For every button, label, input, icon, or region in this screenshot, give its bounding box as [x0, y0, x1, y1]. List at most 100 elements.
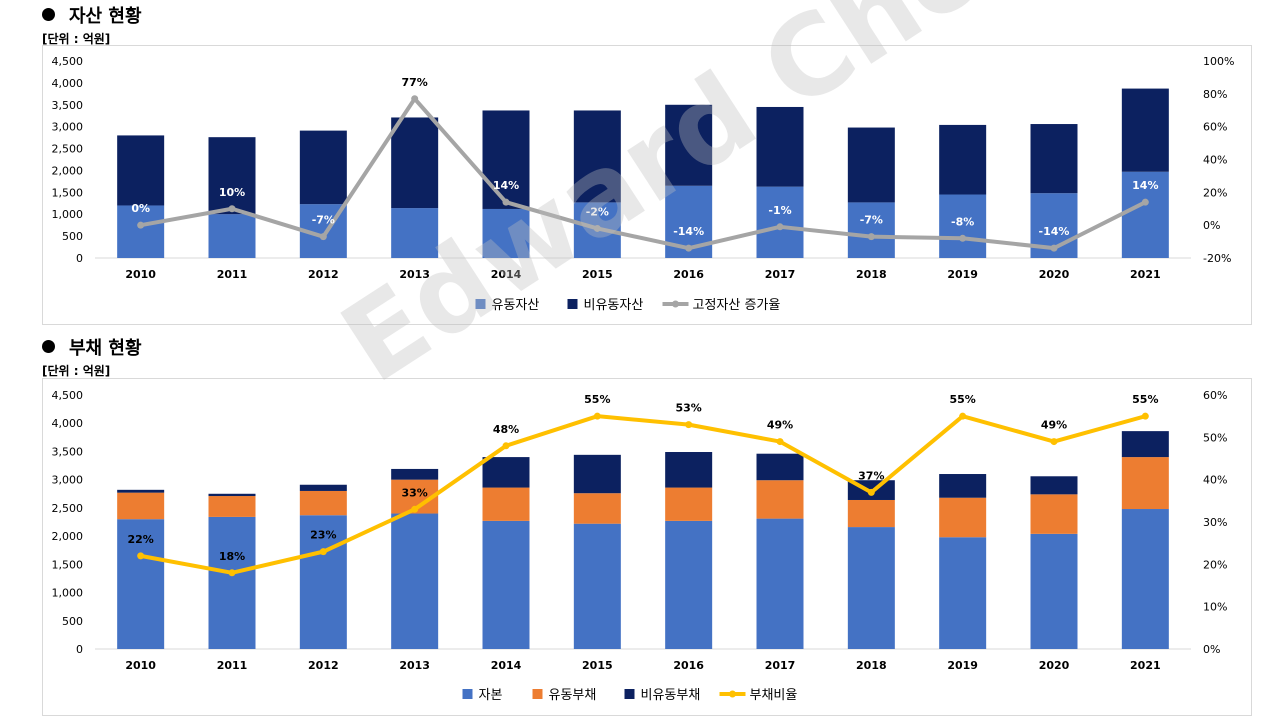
x-tick-label: 2020 — [1039, 659, 1070, 672]
y2-tick-label: -20% — [1203, 252, 1231, 265]
line-point — [685, 421, 693, 429]
y2-tick-label: 60% — [1203, 121, 1227, 134]
x-tick-label: 2011 — [217, 659, 248, 672]
bar-자본 — [299, 515, 347, 649]
bullet-icon — [42, 8, 55, 21]
bar-자본 — [665, 520, 713, 649]
bar-유동부채 — [117, 492, 165, 520]
legend-marker — [672, 300, 679, 308]
bar-비유동자산 — [1121, 88, 1169, 172]
line-point — [867, 488, 875, 496]
line-point — [319, 233, 327, 241]
y-tick-label: 2,000 — [52, 530, 84, 543]
legend-label: 유동부채 — [549, 688, 597, 703]
y-tick-label: 4,500 — [52, 55, 84, 68]
bar-자본 — [939, 537, 987, 649]
line-point — [137, 221, 145, 229]
bar-비유동부채 — [482, 457, 530, 488]
x-tick-label: 2012 — [308, 659, 339, 672]
data-label: -7% — [860, 214, 883, 227]
bar-유동부채 — [665, 487, 713, 521]
x-tick-label: 2010 — [125, 268, 156, 281]
bar-비유동자산 — [665, 104, 713, 186]
data-label: 33% — [401, 486, 427, 499]
bar-비유동자산 — [299, 130, 347, 205]
line-point — [1141, 198, 1149, 206]
x-tick-label: 2016 — [673, 268, 704, 281]
line-point — [1050, 244, 1058, 252]
bar-유동자산 — [847, 202, 895, 258]
line-point — [959, 412, 967, 420]
bar-유동자산 — [482, 208, 530, 258]
x-tick-label: 2016 — [673, 659, 704, 672]
bar-자본 — [117, 519, 165, 649]
x-tick-label: 2015 — [582, 659, 613, 672]
data-label: 14% — [1132, 179, 1158, 192]
x-tick-label: 2014 — [491, 268, 522, 281]
legend-label: 자본 — [479, 688, 503, 703]
data-label: -14% — [673, 225, 704, 238]
data-label: 22% — [127, 533, 153, 546]
data-label: 10% — [219, 186, 245, 199]
y-tick-label: 1,500 — [52, 558, 84, 571]
bar-유동부채 — [299, 490, 347, 516]
data-label: -14% — [1039, 225, 1070, 238]
y2-tick-label: 40% — [1203, 474, 1227, 487]
data-label: 14% — [493, 179, 519, 192]
y2-tick-label: 0% — [1203, 643, 1220, 656]
x-tick-label: 2010 — [125, 659, 156, 672]
y2-tick-label: 60% — [1203, 389, 1227, 402]
asset-chart: 0 500 1,000 1,500 2,000 2,500 3,000 3,500 4,000 4… — [52, 55, 1235, 313]
y-tick-label: 4,000 — [52, 77, 84, 90]
data-label: -7% — [312, 214, 335, 227]
x-tick-label: 2019 — [947, 659, 978, 672]
line-point — [959, 234, 967, 242]
line-point — [137, 552, 145, 560]
asset-section-title: 자산 현황 — [42, 2, 142, 28]
line-point — [776, 438, 784, 446]
bar-비유동자산 — [482, 110, 530, 209]
line-point — [867, 233, 875, 241]
bar-비유동자산 — [1030, 124, 1078, 194]
y-tick-label: 1,500 — [52, 186, 84, 199]
y-tick-label: 0 — [76, 252, 83, 265]
asset-title-text: 자산 현황 — [69, 6, 142, 27]
line-point — [411, 505, 419, 513]
bar-비유동부채 — [391, 468, 439, 480]
bar-자본 — [1121, 509, 1169, 649]
bar-유동부채 — [1121, 457, 1169, 510]
legend-label: 비유동자산 — [584, 298, 644, 313]
line-point — [319, 548, 327, 556]
y-tick-label: 2,500 — [52, 502, 84, 515]
debt-chart-box: 0 500 1,000 1,500 2,000 2,500 3,000 3,500 4,000 4… — [42, 378, 1252, 716]
line-point — [1050, 438, 1058, 446]
y-tick-label: 4,000 — [52, 417, 84, 430]
data-label: -1% — [768, 204, 791, 217]
bar-비유동부채 — [665, 452, 713, 488]
legend-marker — [729, 690, 736, 698]
y-tick-label: 0 — [76, 643, 83, 656]
x-tick-label: 2021 — [1130, 268, 1161, 281]
bar-비유동부채 — [573, 454, 621, 494]
bar-자본 — [482, 520, 530, 649]
data-label: 0% — [131, 202, 150, 215]
debt-title-text: 부채 현황 — [69, 338, 142, 359]
y-tick-label: 500 — [62, 615, 83, 628]
y2-tick-label: 40% — [1203, 154, 1227, 167]
data-label: -8% — [951, 215, 974, 228]
bar-자본 — [573, 523, 621, 649]
x-tick-label: 2014 — [491, 659, 522, 672]
y-tick-label: 3,500 — [52, 99, 84, 112]
line-point — [228, 205, 236, 213]
bar-자본 — [756, 518, 804, 649]
y2-tick-label: 30% — [1203, 516, 1227, 529]
legend-label: 비유동부채 — [641, 688, 701, 703]
bar-자본 — [208, 516, 256, 649]
data-label: 55% — [949, 393, 975, 406]
x-tick-label: 2013 — [399, 659, 430, 672]
line-point — [593, 224, 601, 232]
bar-자본 — [847, 527, 895, 649]
line-부채비율 — [138, 414, 1148, 575]
bar-자본 — [391, 513, 439, 649]
x-tick-label: 2015 — [582, 268, 613, 281]
